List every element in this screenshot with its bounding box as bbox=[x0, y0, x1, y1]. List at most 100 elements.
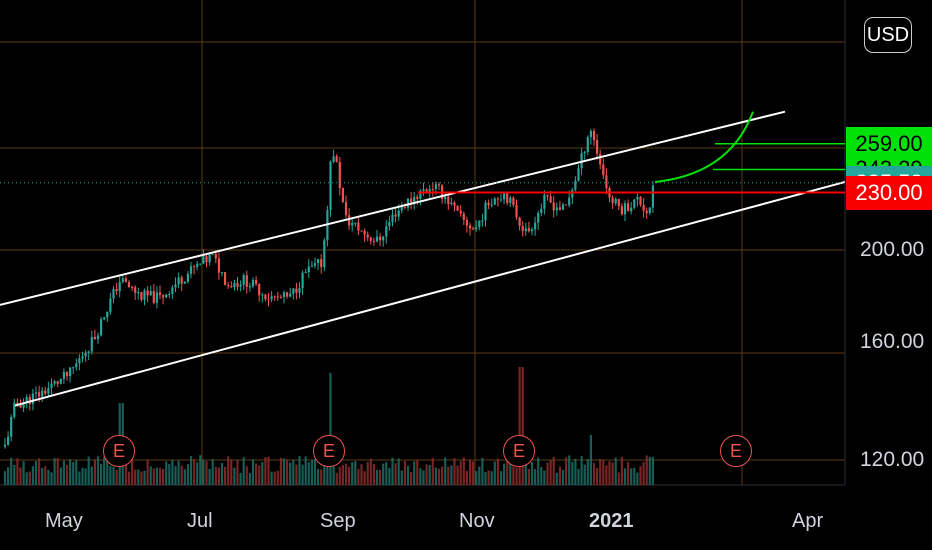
volume-bar bbox=[568, 455, 571, 485]
earnings-marker[interactable]: E bbox=[503, 435, 535, 467]
volume-bar bbox=[236, 460, 239, 485]
volume-bar bbox=[75, 460, 78, 485]
volume-bar bbox=[230, 459, 233, 485]
volume-bar bbox=[397, 458, 400, 485]
candle-body bbox=[450, 202, 453, 205]
volume-bar bbox=[329, 373, 332, 485]
candle-body bbox=[419, 191, 422, 199]
candle-body bbox=[245, 275, 248, 287]
volume-bar bbox=[589, 435, 592, 485]
volume-bar bbox=[462, 457, 465, 485]
volume-bar bbox=[10, 457, 13, 485]
volume-bar bbox=[183, 469, 186, 485]
candle-body bbox=[623, 203, 627, 215]
candle-body bbox=[233, 282, 236, 288]
candle-body bbox=[382, 236, 385, 241]
candle-body bbox=[96, 335, 100, 340]
volume-bar bbox=[496, 458, 499, 485]
candle-body bbox=[180, 277, 183, 284]
volume-bar bbox=[103, 456, 106, 485]
candle-body bbox=[320, 259, 323, 268]
volume-bar bbox=[162, 468, 165, 485]
candle-body bbox=[267, 299, 270, 301]
candle-body bbox=[171, 287, 174, 295]
candle-body bbox=[385, 226, 388, 237]
candle-body bbox=[152, 291, 155, 303]
candle-body bbox=[307, 266, 310, 273]
candle-body bbox=[372, 240, 375, 242]
volume-bar bbox=[422, 470, 425, 485]
volume-bar bbox=[558, 466, 561, 485]
candle-body bbox=[459, 210, 462, 214]
candle-body bbox=[301, 272, 304, 289]
channel-lower-line bbox=[14, 180, 846, 407]
volume-bar bbox=[137, 469, 140, 485]
candle-body bbox=[648, 207, 651, 214]
candle-body bbox=[34, 392, 38, 394]
candle-body bbox=[72, 367, 75, 369]
volume-bar bbox=[521, 367, 524, 485]
volume-bar bbox=[577, 468, 580, 485]
volume-bar bbox=[41, 467, 44, 485]
volume-bar bbox=[242, 457, 245, 485]
volume-bar bbox=[447, 466, 450, 485]
earnings-marker[interactable]: E bbox=[313, 435, 345, 467]
candle-body bbox=[317, 259, 320, 264]
candle-body bbox=[323, 240, 326, 268]
candle-body bbox=[447, 196, 450, 205]
candle-body bbox=[50, 383, 53, 388]
candle-body bbox=[329, 161, 332, 211]
candle-body bbox=[589, 131, 592, 138]
candle-body bbox=[537, 212, 540, 223]
volume-bar bbox=[596, 467, 599, 485]
candle-body bbox=[453, 202, 456, 206]
time-axis-label: Nov bbox=[459, 510, 495, 532]
volume-bar bbox=[317, 469, 320, 485]
price-axis-label: 200.00 bbox=[860, 238, 925, 261]
volume-bar bbox=[639, 466, 642, 485]
volume-bar bbox=[611, 462, 614, 485]
volume-bar bbox=[279, 457, 282, 485]
time-axis-label: 2021 bbox=[589, 510, 634, 532]
volume-bar bbox=[224, 466, 227, 485]
time-axis-label: Sep bbox=[320, 510, 356, 532]
volume-bar bbox=[360, 464, 363, 485]
volume-bar bbox=[493, 461, 496, 485]
volume-bar bbox=[152, 468, 155, 485]
volume-bar bbox=[478, 466, 481, 485]
candle-body bbox=[552, 202, 555, 211]
candle-body bbox=[81, 356, 84, 359]
earnings-marker[interactable]: E bbox=[103, 435, 135, 467]
candle-body bbox=[614, 198, 617, 204]
candle-body bbox=[530, 229, 534, 232]
volume-bar bbox=[270, 471, 273, 485]
volume-bar bbox=[127, 471, 131, 485]
volume-bar bbox=[382, 463, 385, 485]
candle-body bbox=[59, 378, 62, 384]
candle-body bbox=[596, 140, 599, 154]
volume-bar bbox=[217, 467, 220, 485]
candle-body bbox=[558, 207, 561, 210]
volume-bar bbox=[617, 472, 620, 485]
candle-body bbox=[230, 285, 233, 288]
volume-bar bbox=[320, 469, 323, 485]
candle-body bbox=[220, 272, 224, 274]
volume-bar bbox=[592, 463, 596, 485]
volume-bar bbox=[44, 466, 47, 485]
candle-body bbox=[577, 168, 580, 181]
volume-bar bbox=[267, 456, 270, 485]
time-axis-label: May bbox=[45, 510, 83, 532]
volume-bar bbox=[428, 465, 431, 485]
volume-bar bbox=[394, 463, 397, 485]
candle-body bbox=[391, 214, 394, 222]
candle-body bbox=[574, 180, 577, 190]
volume-bar bbox=[348, 466, 351, 485]
volume-bar bbox=[416, 459, 419, 485]
candle-body bbox=[251, 279, 255, 287]
earnings-marker[interactable]: E bbox=[720, 435, 752, 467]
volume-bar bbox=[623, 468, 627, 485]
candle-body bbox=[199, 263, 202, 265]
currency-button[interactable]: USD bbox=[864, 17, 912, 53]
candle-body bbox=[534, 222, 537, 230]
